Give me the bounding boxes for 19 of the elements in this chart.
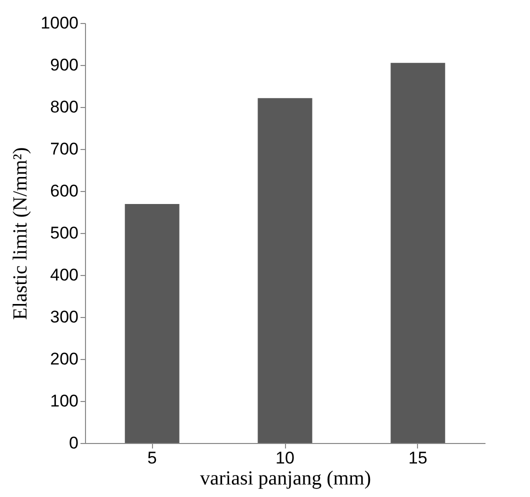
y-tick-label: 400 <box>50 266 78 284</box>
bar <box>124 204 180 443</box>
bar <box>390 62 446 443</box>
y-tick-label: 900 <box>50 56 78 74</box>
y-tick-label: 200 <box>50 350 78 368</box>
x-tick-label: 10 <box>276 448 294 468</box>
y-tick-label: 600 <box>50 182 78 200</box>
x-tick-label: 5 <box>147 448 157 468</box>
x-tick-label: 15 <box>408 448 428 468</box>
y-tick-label: 300 <box>50 308 78 326</box>
y-tick-label: 700 <box>50 140 78 158</box>
y-tick-label: 0 <box>69 434 78 452</box>
y-tick-label: 500 <box>50 224 78 242</box>
y-tick-label: 800 <box>50 98 78 116</box>
y-tick-label: 1000 <box>40 14 78 32</box>
y-axis-title: Elastic limit (N/mm²) <box>10 147 32 320</box>
bar <box>258 98 312 443</box>
x-axis-title: variasi panjang (mm) <box>200 468 372 490</box>
y-tick-label: 100 <box>50 392 78 410</box>
